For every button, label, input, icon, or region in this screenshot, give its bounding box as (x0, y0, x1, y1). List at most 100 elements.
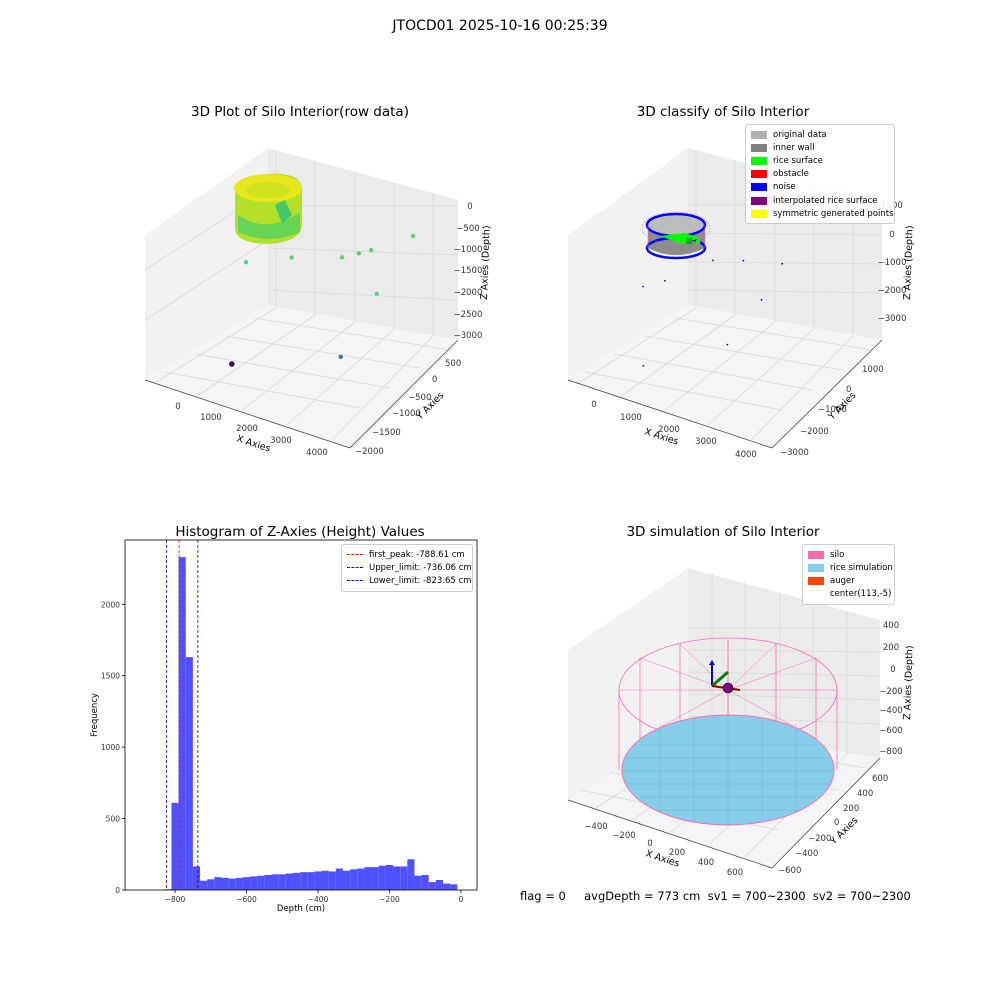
histogram-bar (350, 869, 358, 890)
histogram-bar (178, 557, 186, 890)
p4-x-tick: −200 (612, 831, 635, 841)
p2-legend-item: obstacle (751, 168, 889, 181)
p2-z-tick: −3000 (878, 314, 907, 324)
p1-z-tick: −3000 (454, 331, 483, 341)
panel2-title: 3D classify of Silo Interior (636, 104, 810, 120)
p1-data-point (369, 247, 374, 253)
p1-y-tick: −1500 (372, 428, 401, 438)
hist-x-tick: 0 (459, 895, 464, 904)
histogram-bar (450, 884, 458, 890)
panel3-title: Histogram of Z-Axies (Height) Values (175, 524, 425, 540)
histogram-bar (200, 880, 208, 890)
p2-x-tick: 3000 (695, 437, 717, 447)
p1-data-point (356, 251, 362, 256)
p4-x-tick: −400 (584, 822, 607, 832)
p2-z-tick: 0 (889, 230, 894, 240)
p1-x-tick: 2000 (236, 424, 258, 434)
histogram-bar (228, 878, 236, 890)
p4-center-marker (722, 682, 734, 694)
histogram-bar (207, 879, 215, 890)
p2-classified-silo (641, 211, 711, 260)
p2-noise-point (664, 279, 666, 282)
histogram-bar (407, 859, 415, 890)
histogram-bar (264, 875, 272, 890)
histogram-bar (235, 877, 243, 890)
p2-y-tick: 0 (846, 385, 851, 395)
p2-z-tick: −2000 (878, 286, 907, 296)
p1-z-tick: −2500 (454, 310, 483, 320)
p1-z-tick: 0 (467, 202, 472, 212)
p1-data-point (339, 255, 345, 260)
p2-y-tick: −1000 (818, 405, 847, 415)
p4-y-tick: 600 (872, 774, 888, 784)
p1-x-axis-label: X Axies (235, 433, 272, 454)
histogram-bar (328, 871, 336, 890)
p4-z-tick: −200 (879, 687, 902, 697)
p2-noise-point (712, 259, 714, 262)
histogram-bar (342, 870, 351, 890)
histogram-bar (428, 882, 436, 890)
p2-noise-point (781, 262, 784, 265)
p1-silo-point-cloud (234, 173, 302, 244)
hist-x-tick: −400 (308, 895, 329, 904)
p1-data-point (338, 354, 343, 360)
p1-x-tick: 0 (175, 402, 180, 412)
hist-legend-item: Upper_limit: -736.06 cm (347, 561, 472, 574)
p2-legend-item: original data (751, 128, 889, 141)
p2-noise-point (742, 259, 745, 262)
panel1-3d-plot: 0 1000 2000 3000 4000 500 0 −500 −1000 −… (144, 148, 493, 458)
p4-rice-mesh (622, 715, 834, 825)
p4-z-tick: 400 (883, 621, 899, 631)
histogram-bar (364, 867, 372, 890)
p1-z-tick: −1500 (454, 266, 483, 276)
p1-x-tick: 3000 (270, 436, 292, 446)
p2-noise-point (760, 298, 763, 301)
p2-noise-point (642, 285, 644, 288)
p2-noise-point (726, 343, 729, 346)
histogram-bar (393, 866, 401, 890)
hist-y-axis-label: Frequency (90, 693, 100, 737)
p1-y-tick: 500 (445, 359, 461, 369)
p2-noise-point (642, 364, 645, 367)
hist-legend: first_peak: -788.61 cm Upper_limit: -736… (341, 544, 473, 592)
hist-x-axis-label: Depth (cm) (277, 904, 325, 914)
status-footer: flag = 0 avgDepth = 773 cm sv1 = 700~230… (520, 889, 911, 903)
hist-y-tick: 500 (106, 815, 121, 824)
histogram-bar (171, 802, 179, 890)
p1-x-tick: 4000 (306, 448, 328, 458)
p2-y-tick: −3000 (780, 448, 809, 458)
p4-z-axis-label: Z Axies (Depth) (902, 645, 916, 720)
panel1-title: 3D Plot of Silo Interior(row data) (191, 104, 409, 120)
p2-legend-item: inner wall (751, 141, 889, 154)
histogram-bar (271, 874, 279, 890)
p2-x-tick: 4000 (735, 450, 757, 460)
histogram-bar (250, 876, 258, 890)
p4-y-tick: 0 (834, 818, 839, 828)
p4-x-tick: 600 (727, 868, 743, 878)
hist-x-tick: −800 (165, 895, 186, 904)
hist-legend-item: first_peak: -788.61 cm (347, 548, 467, 561)
p4-y-tick: −600 (778, 866, 801, 876)
histogram-bar (192, 866, 201, 890)
figure-title: JTOCD01 2025-10-16 00:25:39 (392, 18, 608, 34)
p4-legend-item: center(113,-5) (808, 588, 891, 601)
histogram-bar (385, 865, 394, 890)
p1-z-tick: −1000 (454, 245, 483, 255)
p4-legend-item: silo (808, 548, 889, 561)
p1-y-tick: −500 (408, 393, 431, 403)
histogram-bar (435, 880, 444, 890)
p1-z-tick: −2000 (454, 288, 483, 298)
p4-y-tick: 400 (857, 789, 873, 799)
histogram-bar (414, 875, 422, 890)
p1-data-point (228, 361, 235, 367)
panel4-3d-simulation: −400 −200 0 200 400 600 600 400 200 0 −2… (567, 568, 916, 878)
p4-x-tick: 400 (698, 858, 714, 868)
p4-x-tick: 0 (647, 839, 652, 849)
p4-y-tick: −200 (808, 834, 831, 844)
histogram-bar (378, 865, 386, 890)
hist-legend-item: Lower_limit: -823.65 cm (347, 574, 471, 587)
p2-x-tick: 2000 (658, 425, 680, 435)
p1-y-tick: −1000 (392, 409, 421, 419)
p4-y-tick: 200 (843, 804, 859, 814)
p4-x-tick: 200 (669, 848, 685, 858)
